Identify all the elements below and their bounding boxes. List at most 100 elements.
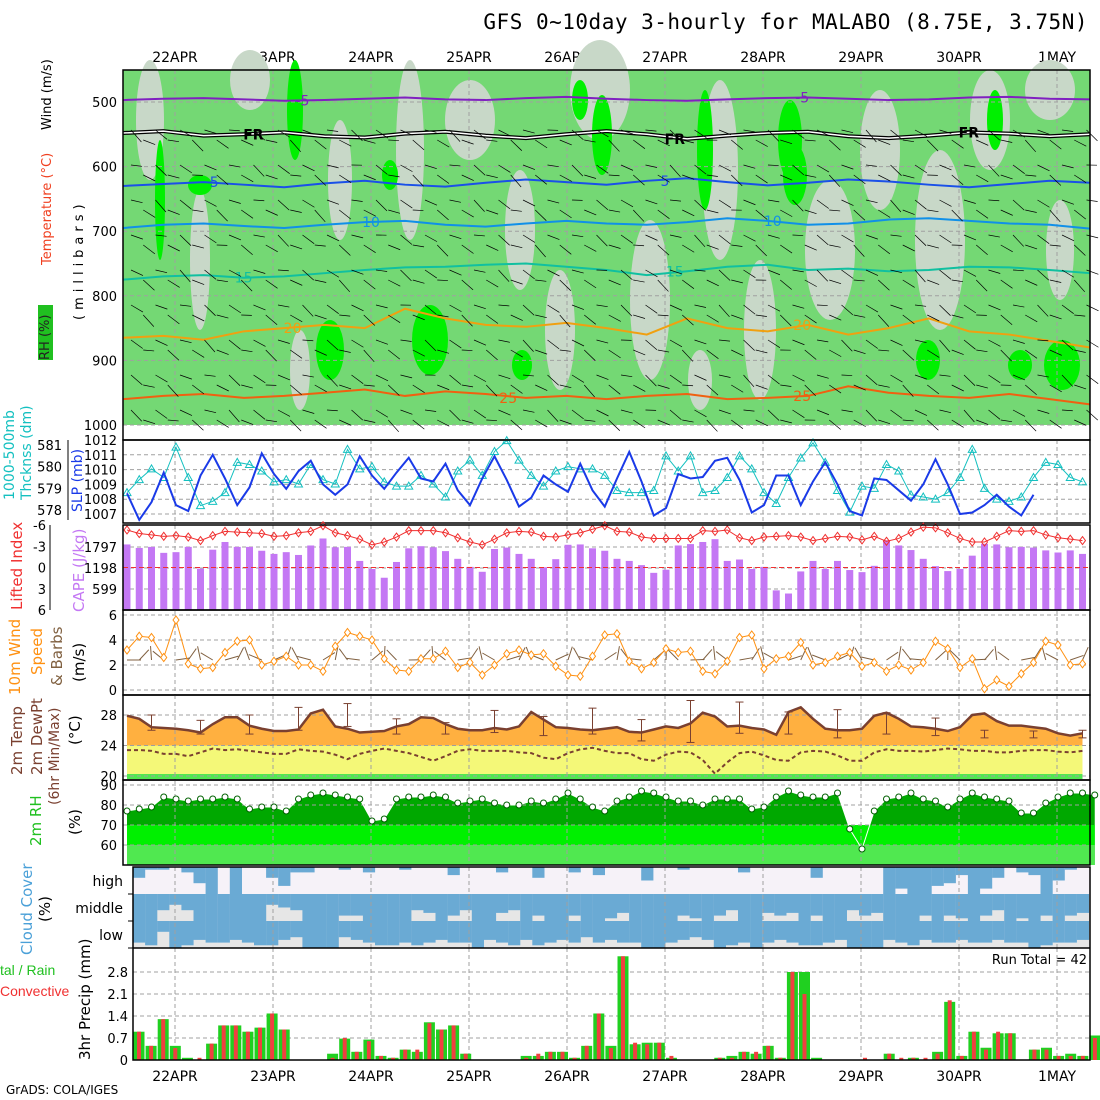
li-tick-label: 3 [38,583,46,598]
cloud-cover-bar-low [169,921,182,948]
precip-convective-bar [911,1057,916,1060]
contour-label: 25 [793,389,811,405]
wind-barb [878,384,890,388]
wind-barb [412,349,425,357]
wind-barb [571,129,584,140]
thickness-marker [1053,459,1063,468]
wind-barb [792,164,805,176]
wind-barb [914,234,927,246]
wind-barb [363,139,376,144]
wind-barb [755,349,768,354]
cape-bar [809,560,817,610]
wind-barb [351,304,364,312]
wind-barb [363,244,376,253]
wind-barb [1074,419,1087,426]
lifted-index-marker [454,532,462,543]
wind-speed-marker [123,645,131,655]
wind-barb [314,174,327,186]
cloud-cover-bar-low [133,921,146,943]
wind-barb [890,234,902,237]
wind-barb [841,339,853,352]
wind-barb [841,374,853,376]
wind-barb [682,314,694,326]
pressure-tick-label: 800 [92,290,117,305]
cape-bar [405,548,413,610]
contour-label: FR [959,125,980,141]
lifted-index-marker [356,534,364,545]
wind-barb [645,339,658,350]
cloud-cover-bar-high [338,867,351,870]
wind-barb [216,209,228,222]
rh-high-region [316,320,344,380]
thickness-marker [881,459,892,468]
rh-marker [760,803,768,811]
thickness-marker [134,474,145,484]
cloud-cover-bar-middle [447,894,460,916]
lifted-index-marker [282,530,290,541]
wind-barb [963,374,976,386]
contour-label: 15 [235,271,253,287]
wind-barb [976,209,989,219]
wind-barb [1037,164,1050,172]
wind-barb [522,199,536,207]
cape-bar [723,560,731,610]
thickness-marker [746,463,757,473]
wind-barb [1012,374,1026,381]
rh-high-region [412,305,448,375]
wind-barb [902,419,914,422]
lifted-index-marker [846,532,854,542]
wind-barb [498,164,511,173]
thickness-marker [795,452,806,462]
cloud-cover-bar-high [592,867,605,876]
thickness-marker [697,487,708,497]
wind-barb [755,314,767,317]
lifted-index-marker [1017,526,1025,537]
wind-barb [792,269,804,273]
precip-convective-bar [984,1049,988,1060]
wind-barb [412,314,425,321]
wind-barb [253,199,265,202]
thickness-marker [599,470,610,479]
wind-barb [865,199,878,204]
wind-barb [816,129,830,136]
wind-barb [388,349,401,360]
cloud-cover-bar-high [133,867,146,878]
wind-barb [534,244,546,258]
wind-barb [1086,199,1098,202]
wind-speed-marker [1054,640,1062,650]
thickness-marker [281,474,292,484]
cloud-cover-bar-middle [217,894,230,921]
wind-barb [277,409,291,417]
wind-barb [571,339,585,347]
wind-barb [1025,314,1038,323]
wind-speed-marker [466,657,474,668]
rh-marker [576,795,584,803]
wind-barb [326,234,340,242]
cape-bar [993,544,1001,610]
wind-barb [486,244,499,251]
surface-wind-barb [909,658,924,661]
pressure-tick-label: 900 [92,354,117,369]
precip-convective-bar [947,1000,952,1060]
cloud-cover-bar-low [822,921,835,943]
wind-barb [767,339,781,348]
cape-bar [135,547,143,610]
lifted-index-marker [221,526,229,537]
wind-barb [1025,419,1037,432]
cloud-cover-bar-middle [641,894,654,921]
wind-barb [179,374,192,380]
wind-barb [976,139,989,146]
lifted-index-marker [748,535,756,546]
cloud-cover-bar-middle [205,894,218,921]
lifted-index-marker [503,527,511,538]
wind-barb [253,374,266,384]
wind-speed-marker [184,658,192,669]
lifted-index-marker [882,536,891,547]
cloud-cover-bar-low [992,921,1005,940]
wind-barb [155,374,168,383]
wind-barb [657,349,670,353]
cape-bar [356,560,364,610]
wind-barb [547,409,559,422]
cape-bar [662,569,670,610]
surface-wind-barb [886,651,899,661]
